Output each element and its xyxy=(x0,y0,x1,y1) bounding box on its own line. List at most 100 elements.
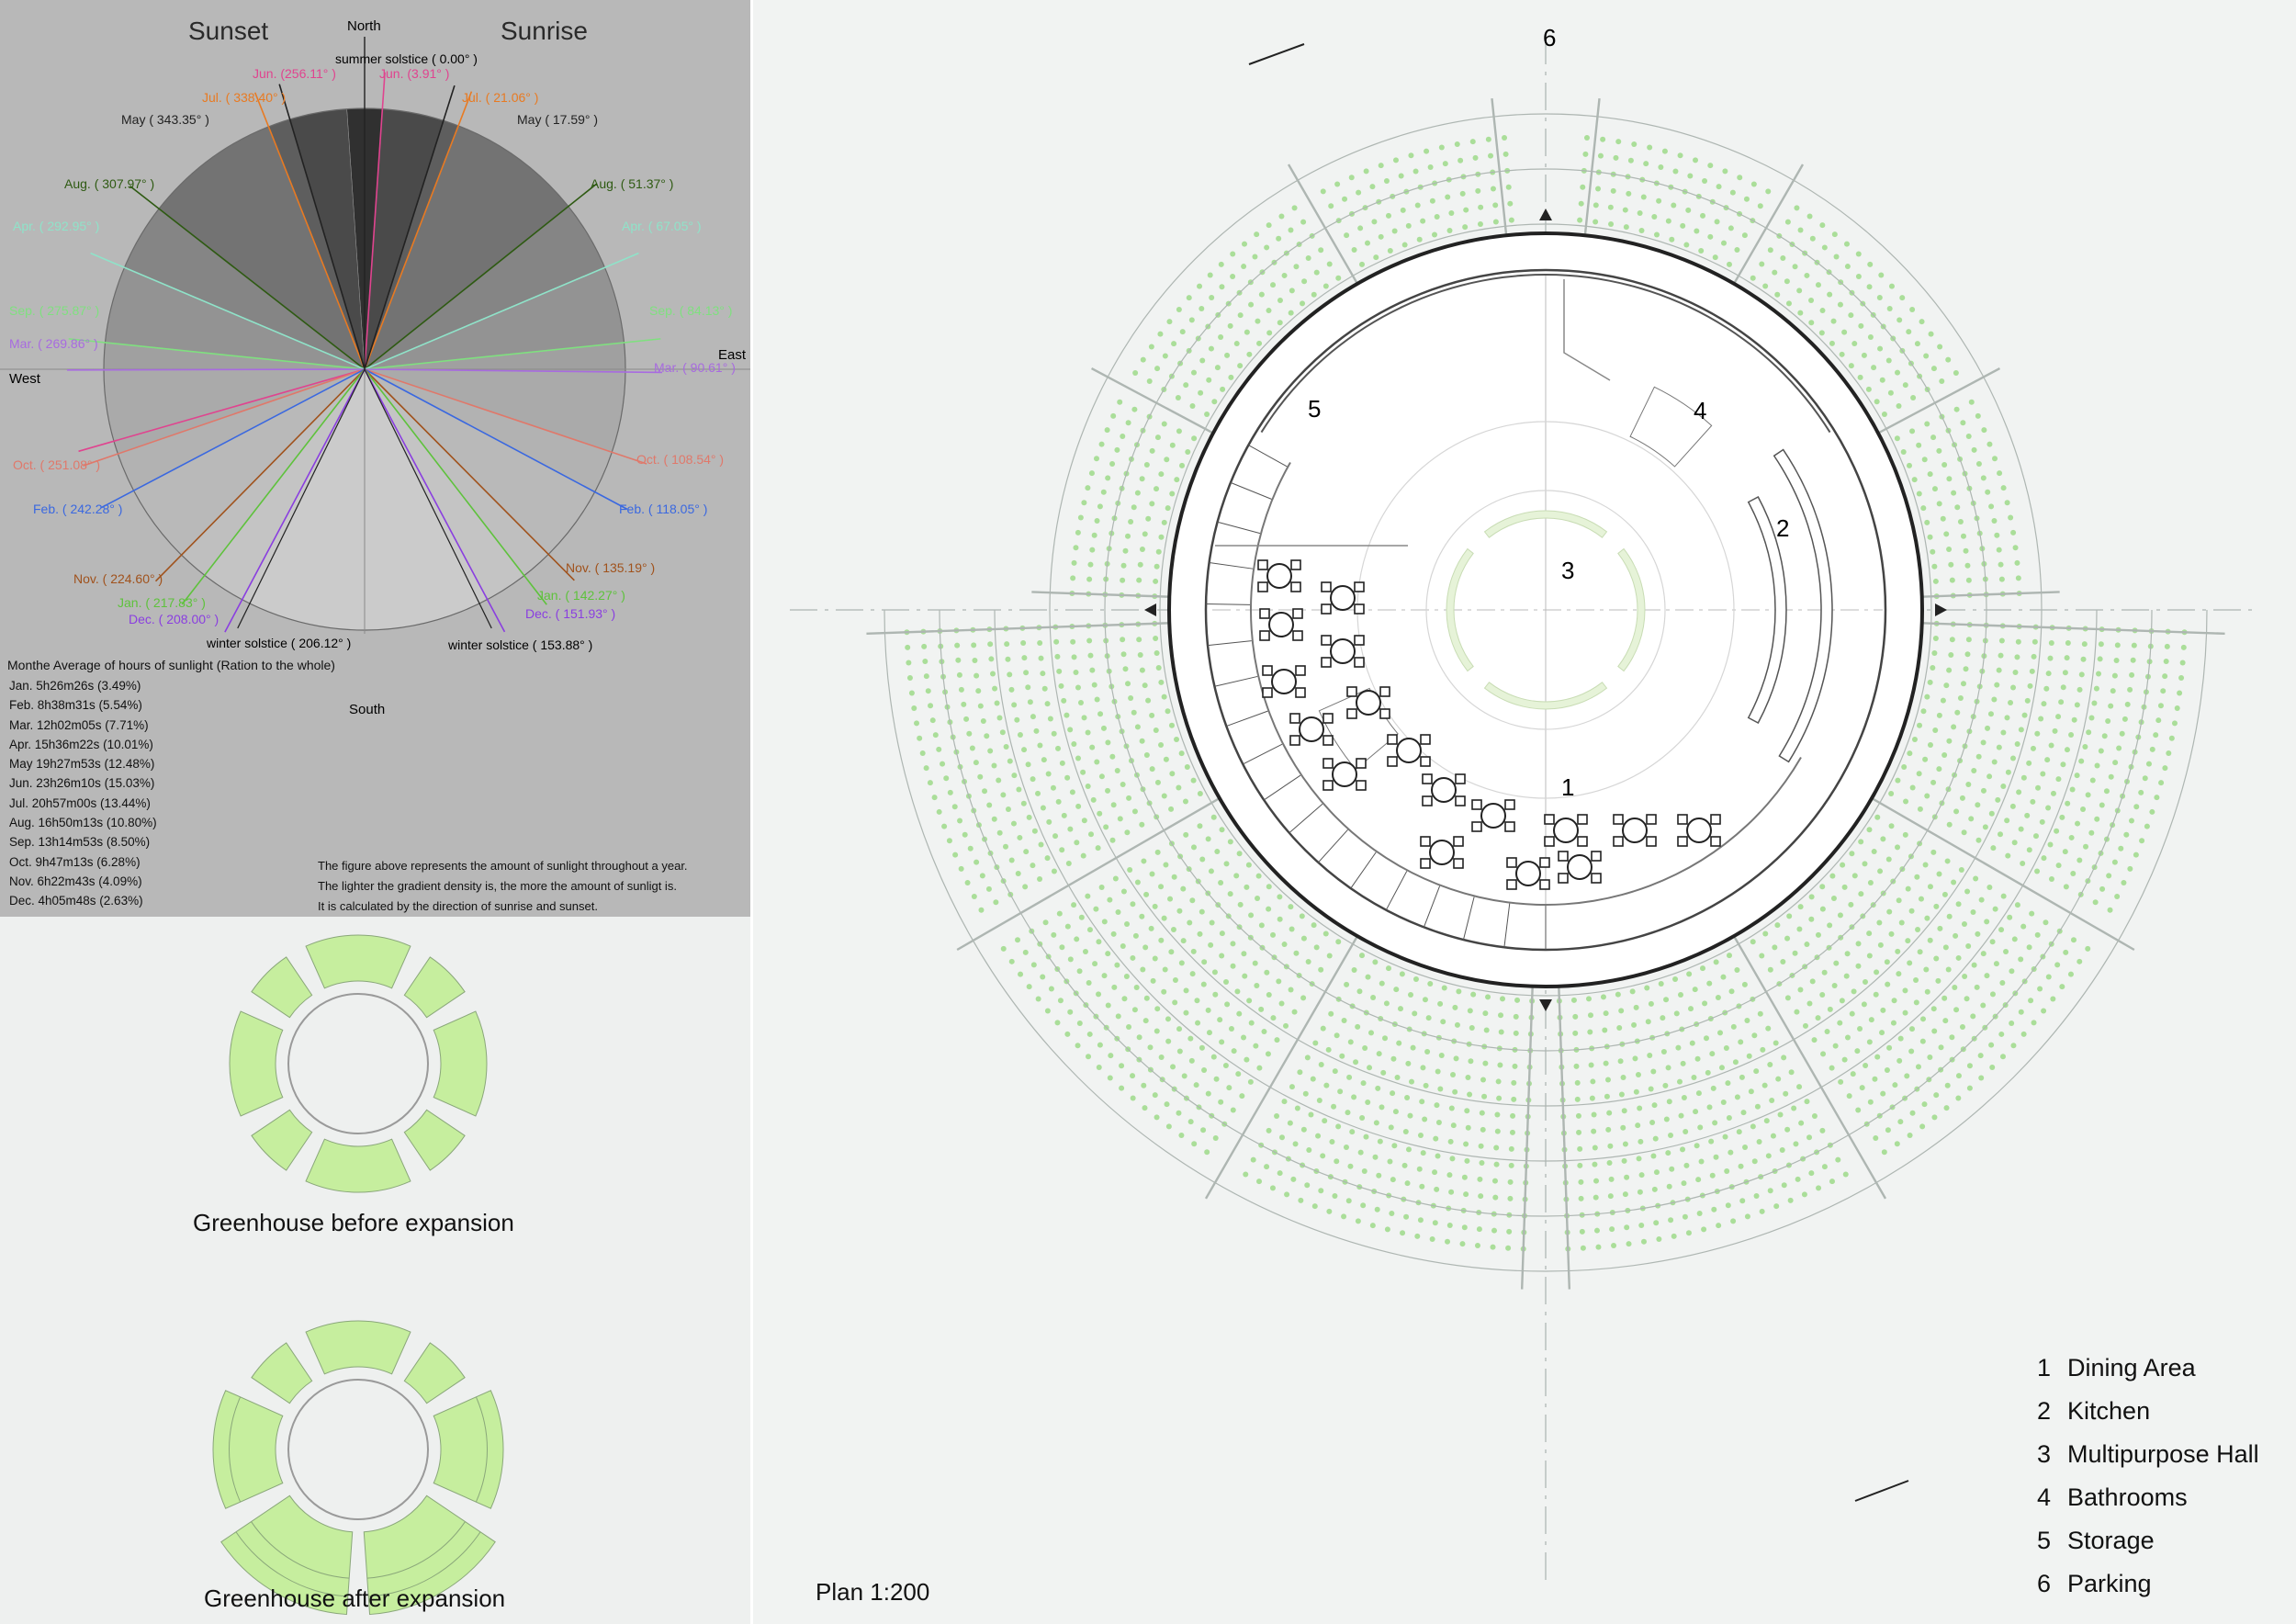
plant-marker xyxy=(1910,395,1917,400)
plant-marker xyxy=(1117,399,1123,405)
plant-marker xyxy=(1884,959,1890,965)
plant-marker xyxy=(2114,893,2121,899)
plant-marker xyxy=(1808,894,1815,900)
month-angle-label: Sep. ( 275.87° ) xyxy=(9,303,100,318)
plant-marker xyxy=(2098,748,2104,754)
plant-marker xyxy=(1248,301,1255,308)
plant-marker xyxy=(1760,1046,1766,1053)
plant-marker xyxy=(1369,184,1376,190)
plant-marker xyxy=(1591,1128,1597,1134)
plant-marker xyxy=(1894,435,1900,442)
plant-marker xyxy=(2020,1031,2027,1037)
plant-marker xyxy=(1022,884,1029,890)
plant-marker xyxy=(1797,310,1804,316)
plant-marker xyxy=(2014,654,2020,660)
month-angle-label: Mar. ( 269.86° ) xyxy=(9,336,98,351)
plant-marker xyxy=(1791,1105,1797,1111)
chair xyxy=(1321,635,1332,646)
month-angle-label: Dec. ( 151.93° ) xyxy=(525,606,616,621)
plant-marker xyxy=(1928,331,1934,337)
plant-marker xyxy=(1380,1069,1387,1076)
plant-marker xyxy=(1673,1010,1680,1017)
plant-marker xyxy=(1937,925,1943,931)
plant-marker xyxy=(1576,1129,1582,1135)
plant-marker xyxy=(1094,759,1100,765)
dining-window-mullion xyxy=(1350,851,1377,889)
chair xyxy=(1321,603,1332,615)
plant-marker xyxy=(1767,966,1773,973)
plant-marker xyxy=(1311,291,1317,298)
plant-marker xyxy=(1467,1091,1473,1098)
plant-marker xyxy=(1919,1123,1926,1130)
plant-marker xyxy=(1885,981,1891,987)
plant-marker xyxy=(1908,1048,1915,1054)
zone-label-4: 4 xyxy=(1694,397,1707,424)
chair xyxy=(1453,836,1464,847)
plant-marker xyxy=(1931,1028,1938,1034)
plant-marker xyxy=(1506,1228,1513,1235)
plant-marker xyxy=(1728,225,1734,231)
plant-marker xyxy=(919,750,926,756)
plant-marker xyxy=(1125,420,1131,426)
plant-marker xyxy=(923,765,929,772)
plant-marker xyxy=(1095,845,1101,851)
plant-marker xyxy=(1924,519,1930,525)
plant-marker xyxy=(1975,837,1982,843)
plant-marker xyxy=(1924,915,1930,921)
plant-marker xyxy=(2077,958,2083,964)
plant-marker xyxy=(2094,762,2100,769)
plant-marker xyxy=(1477,1176,1483,1182)
plant-marker xyxy=(1989,991,1996,998)
direction-line xyxy=(154,368,366,582)
plant-marker xyxy=(2009,803,2016,809)
plant-marker xyxy=(1201,959,1208,965)
plant-marker xyxy=(1936,766,1942,773)
plant-marker xyxy=(1433,1135,1439,1142)
plant-marker xyxy=(1971,767,1977,773)
plant-marker xyxy=(990,671,996,677)
plant-marker xyxy=(1896,317,1903,323)
plant-marker xyxy=(1124,921,1131,928)
plant-marker xyxy=(1111,984,1118,990)
plant-marker xyxy=(2021,712,2028,718)
plant-marker xyxy=(1131,406,1138,412)
plant-marker xyxy=(1367,1065,1373,1071)
plant-marker xyxy=(1815,931,1821,938)
plant-marker xyxy=(2130,657,2136,663)
plant-marker xyxy=(1198,389,1204,396)
plant-marker xyxy=(1237,363,1244,369)
plant-marker xyxy=(1383,1000,1390,1007)
plant-marker xyxy=(1447,1138,1454,1145)
table-top xyxy=(1330,638,1356,664)
plant-marker xyxy=(1660,1015,1666,1021)
plant-marker xyxy=(2014,740,2020,747)
plant-marker xyxy=(1997,470,2003,477)
plant-marker xyxy=(1230,963,1236,969)
plant-marker xyxy=(1414,202,1421,209)
plant-marker xyxy=(1505,1245,1512,1251)
plant-marker xyxy=(1743,196,1750,202)
plant-marker xyxy=(1149,871,1155,877)
direction-line xyxy=(364,368,575,581)
plant-marker xyxy=(2018,826,2024,832)
plant-marker xyxy=(1930,779,1937,785)
plant-marker xyxy=(2092,899,2099,906)
greenhouse-segment xyxy=(403,956,466,1019)
month-angle-label: Dec. ( 208.00° ) xyxy=(129,612,219,626)
plant-marker xyxy=(1219,827,1225,833)
plant-marker xyxy=(1320,1153,1326,1159)
plant-marker xyxy=(1074,840,1080,846)
plant-marker xyxy=(2154,795,2160,801)
plant-marker xyxy=(1120,782,1126,788)
plant-marker xyxy=(1045,771,1052,777)
plant-marker xyxy=(1136,637,1142,643)
plant-marker xyxy=(1086,1031,1093,1037)
plant-marker xyxy=(2065,800,2071,806)
plant-marker xyxy=(1264,969,1270,976)
plant-marker xyxy=(2020,923,2027,930)
plant-marker xyxy=(2045,671,2052,677)
plant-marker xyxy=(1844,951,1851,957)
plant-marker xyxy=(1357,1149,1364,1156)
plant-marker xyxy=(1804,272,1810,278)
plant-marker xyxy=(1965,782,1972,788)
